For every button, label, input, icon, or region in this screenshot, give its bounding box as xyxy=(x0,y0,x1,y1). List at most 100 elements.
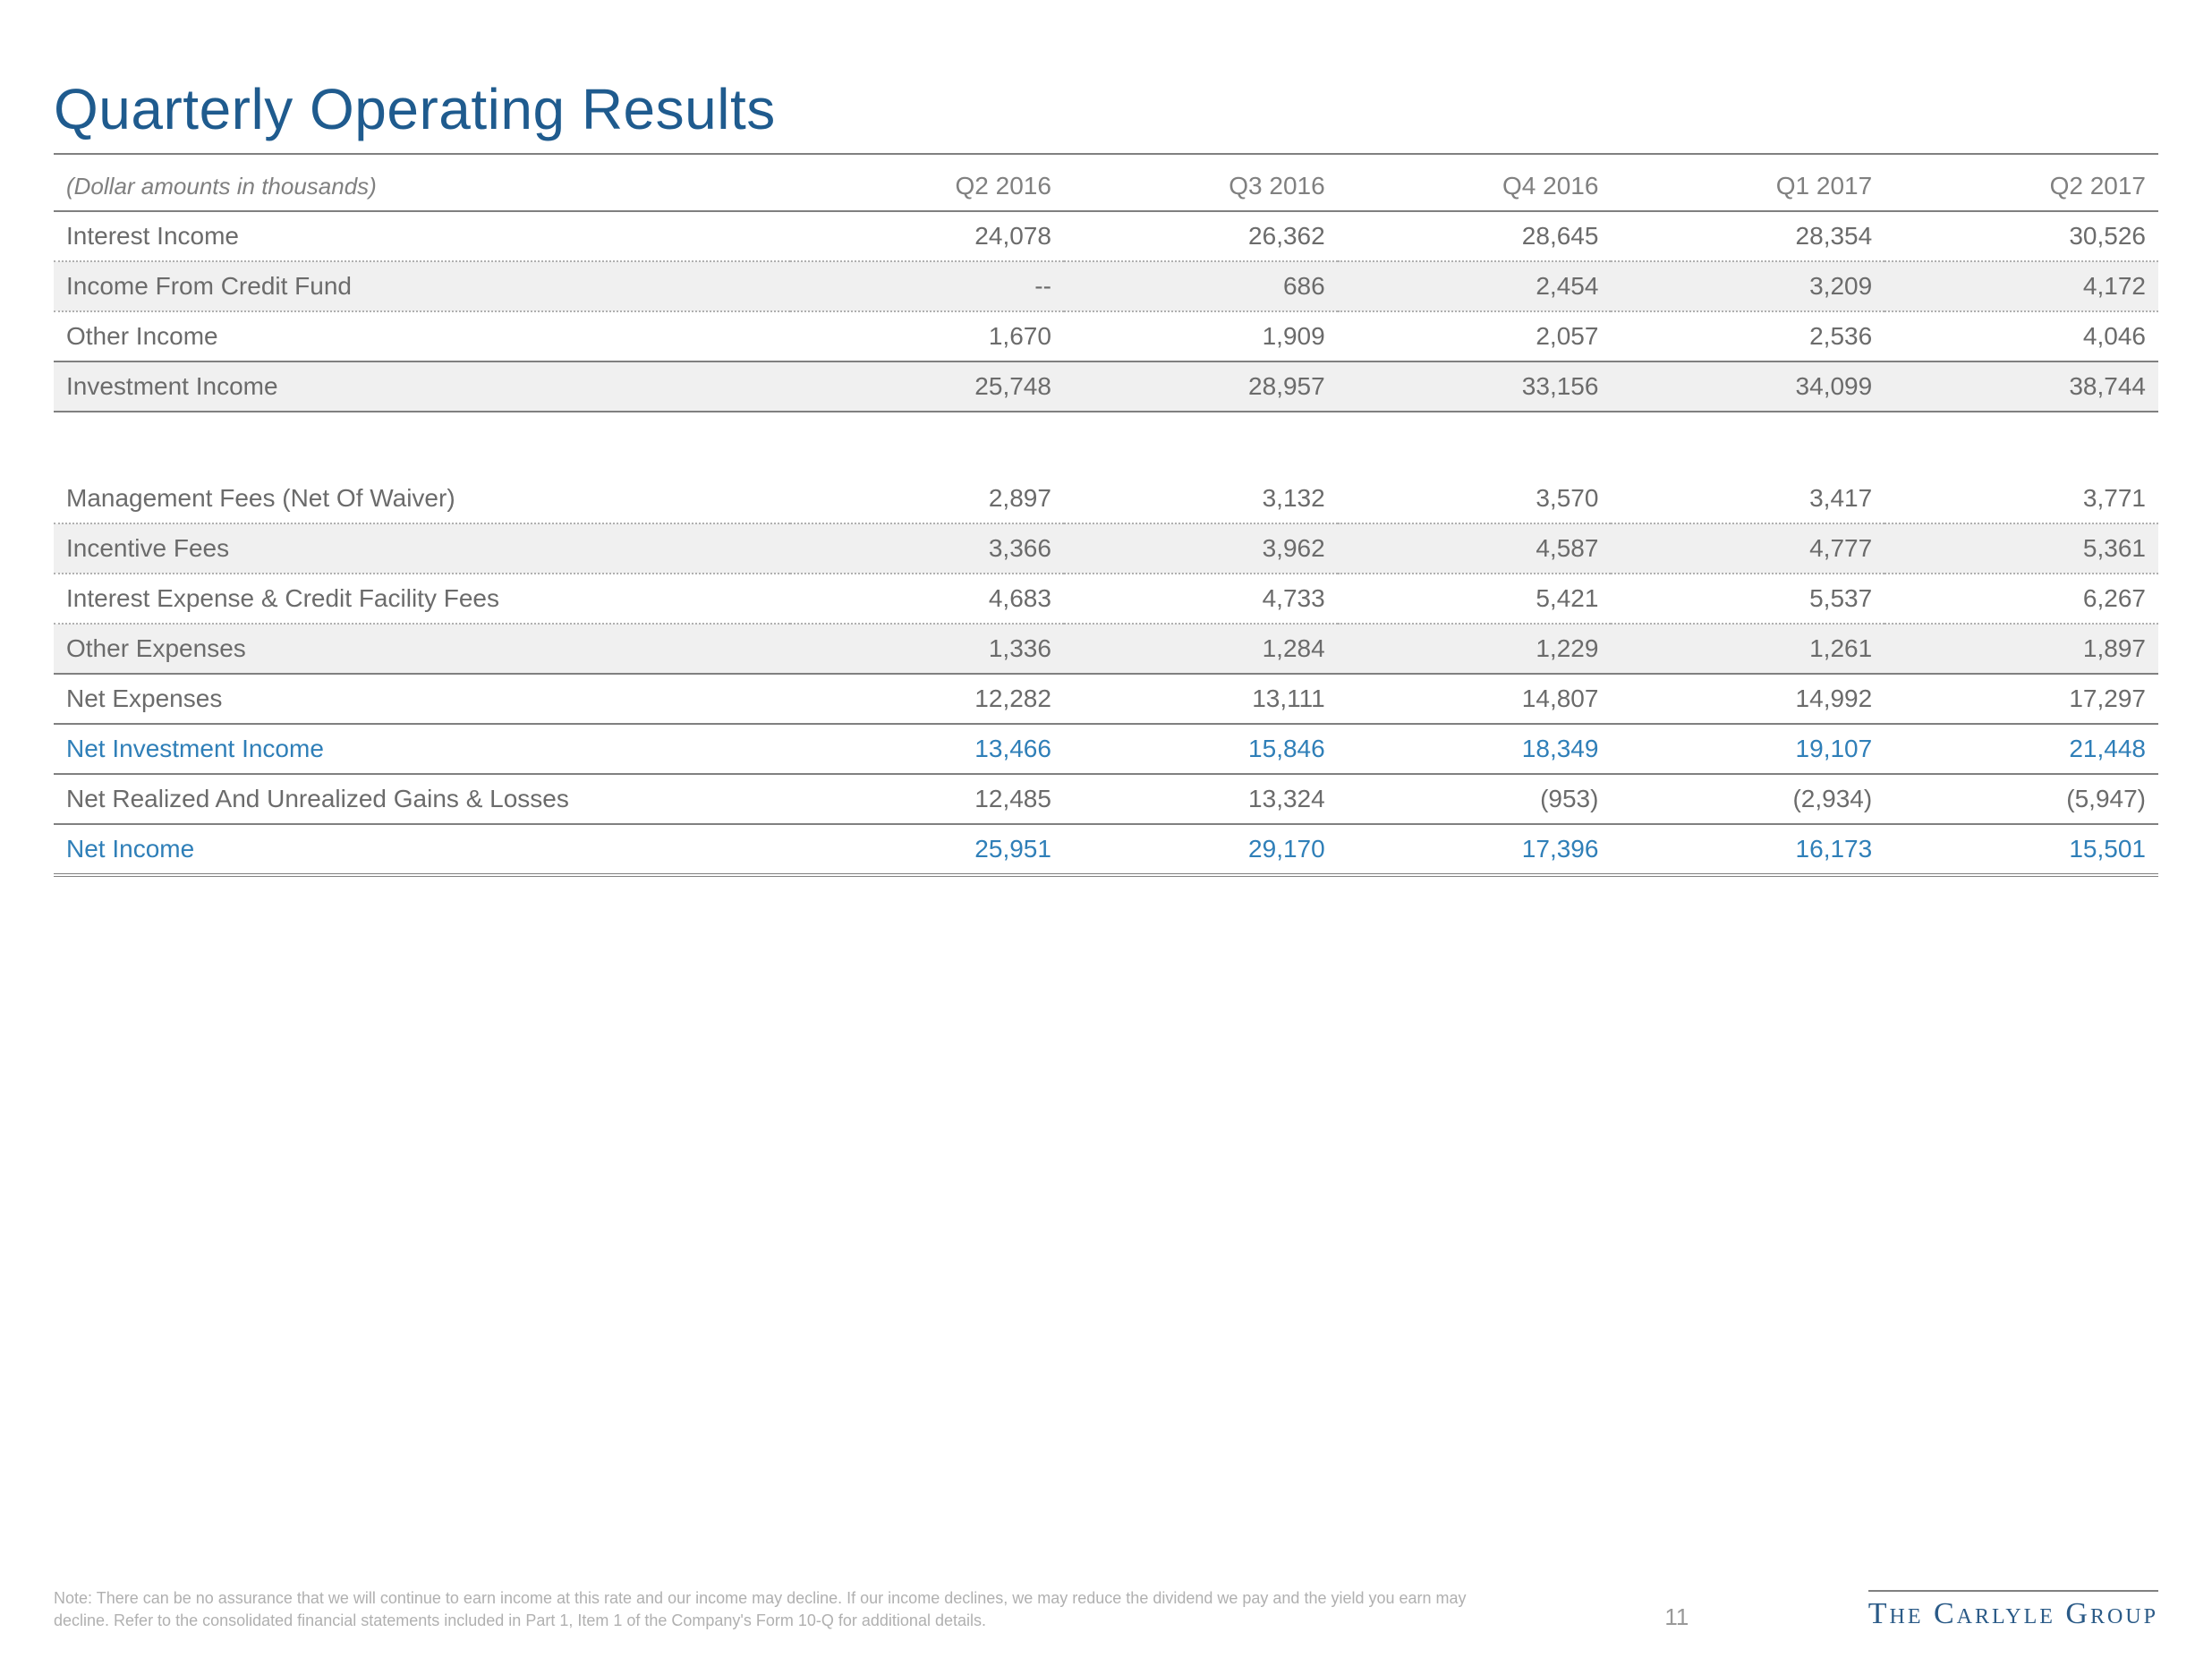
cell: 13,111 xyxy=(1064,674,1338,724)
cell: 2,057 xyxy=(1338,311,1612,361)
cell: 3,209 xyxy=(1611,261,1884,311)
col-q3-2016: Q3 2016 xyxy=(1064,162,1338,211)
brand-logo: The Carlyle Group xyxy=(1868,1590,2158,1631)
cell: 1,261 xyxy=(1611,624,1884,674)
cell: 5,537 xyxy=(1611,574,1884,624)
cell: 19,107 xyxy=(1611,724,1884,774)
footer: Note: There can be no assurance that we … xyxy=(54,1587,2158,1631)
cell: (5,947) xyxy=(1884,774,2158,824)
col-q2-2016: Q2 2016 xyxy=(790,162,1064,211)
cell: 26,362 xyxy=(1064,211,1338,261)
table-row: Interest Expense & Credit Facility Fees4… xyxy=(54,574,2158,624)
cell: 25,951 xyxy=(790,824,1064,875)
page-number: 11 xyxy=(1664,1603,1689,1631)
cell: 3,570 xyxy=(1338,474,1612,523)
row-label: Other Income xyxy=(54,311,790,361)
cell: 13,324 xyxy=(1064,774,1338,824)
cell: 1,336 xyxy=(790,624,1064,674)
cell: 2,454 xyxy=(1338,261,1612,311)
cell: 15,501 xyxy=(1884,824,2158,875)
cell: (2,934) xyxy=(1611,774,1884,824)
cell: 29,170 xyxy=(1064,824,1338,875)
cell: 13,466 xyxy=(790,724,1064,774)
cell: 28,645 xyxy=(1338,211,1612,261)
col-q4-2016: Q4 2016 xyxy=(1338,162,1612,211)
cell: 1,897 xyxy=(1884,624,2158,674)
cell: 1,909 xyxy=(1064,311,1338,361)
row-label: Investment Income xyxy=(54,361,790,412)
cell: 3,962 xyxy=(1064,523,1338,574)
table-row: Net Investment Income13,46615,84618,3491… xyxy=(54,724,2158,774)
cell: 18,349 xyxy=(1338,724,1612,774)
row-label: Interest Expense & Credit Facility Fees xyxy=(54,574,790,624)
row-label: Net Realized And Unrealized Gains & Loss… xyxy=(54,774,790,824)
cell: 5,361 xyxy=(1884,523,2158,574)
cell xyxy=(790,412,1064,474)
row-label: Net Expenses xyxy=(54,674,790,724)
cell: 24,078 xyxy=(790,211,1064,261)
title-rule xyxy=(54,153,2158,155)
table-row: Interest Income24,07826,36228,64528,3543… xyxy=(54,211,2158,261)
results-table: (Dollar amounts in thousands) Q2 2016 Q3… xyxy=(54,162,2158,877)
header-label: (Dollar amounts in thousands) xyxy=(54,162,790,211)
cell: -- xyxy=(790,261,1064,311)
cell: 3,132 xyxy=(1064,474,1338,523)
cell: 6,267 xyxy=(1884,574,2158,624)
row-label: Income From Credit Fund xyxy=(54,261,790,311)
cell: 4,777 xyxy=(1611,523,1884,574)
cell: 5,421 xyxy=(1338,574,1612,624)
cell: 1,670 xyxy=(790,311,1064,361)
cell: 3,366 xyxy=(790,523,1064,574)
cell xyxy=(1884,412,2158,474)
cell: 17,297 xyxy=(1884,674,2158,724)
col-q1-2017: Q1 2017 xyxy=(1611,162,1884,211)
row-label: Net Investment Income xyxy=(54,724,790,774)
table-row: Net Realized And Unrealized Gains & Loss… xyxy=(54,774,2158,824)
cell: 4,733 xyxy=(1064,574,1338,624)
cell: 14,807 xyxy=(1338,674,1612,724)
cell: 12,282 xyxy=(790,674,1064,724)
row-label xyxy=(54,412,790,474)
cell: 4,172 xyxy=(1884,261,2158,311)
cell: (953) xyxy=(1338,774,1612,824)
cell xyxy=(1611,412,1884,474)
cell: 21,448 xyxy=(1884,724,2158,774)
table-row: Net Income25,95129,17017,39616,17315,501 xyxy=(54,824,2158,875)
cell: 12,485 xyxy=(790,774,1064,824)
cell: 28,957 xyxy=(1064,361,1338,412)
cell: 2,897 xyxy=(790,474,1064,523)
cell: 28,354 xyxy=(1611,211,1884,261)
cell: 38,744 xyxy=(1884,361,2158,412)
col-q2-2017: Q2 2017 xyxy=(1884,162,2158,211)
table-body: Interest Income24,07826,36228,64528,3543… xyxy=(54,211,2158,875)
cell: 3,771 xyxy=(1884,474,2158,523)
cell xyxy=(1064,412,1338,474)
table-row: Incentive Fees3,3663,9624,5874,7775,361 xyxy=(54,523,2158,574)
cell: 34,099 xyxy=(1611,361,1884,412)
cell: 33,156 xyxy=(1338,361,1612,412)
table-header-row: (Dollar amounts in thousands) Q2 2016 Q3… xyxy=(54,162,2158,211)
row-label: Management Fees (Net Of Waiver) xyxy=(54,474,790,523)
cell: 1,284 xyxy=(1064,624,1338,674)
row-label: Interest Income xyxy=(54,211,790,261)
cell: 25,748 xyxy=(790,361,1064,412)
table-row: Income From Credit Fund--6862,4543,2094,… xyxy=(54,261,2158,311)
cell: 30,526 xyxy=(1884,211,2158,261)
row-label: Net Income xyxy=(54,824,790,875)
footnote: Note: There can be no assurance that we … xyxy=(54,1587,1485,1631)
row-label: Other Expenses xyxy=(54,624,790,674)
page-title: Quarterly Operating Results xyxy=(54,76,2158,142)
cell: 1,229 xyxy=(1338,624,1612,674)
cell: 3,417 xyxy=(1611,474,1884,523)
cell: 17,396 xyxy=(1338,824,1612,875)
table-row: Net Expenses12,28213,11114,80714,99217,2… xyxy=(54,674,2158,724)
cell: 4,587 xyxy=(1338,523,1612,574)
table-row xyxy=(54,412,2158,474)
table-row: Other Expenses1,3361,2841,2291,2611,897 xyxy=(54,624,2158,674)
row-label: Incentive Fees xyxy=(54,523,790,574)
cell: 4,683 xyxy=(790,574,1064,624)
cell: 15,846 xyxy=(1064,724,1338,774)
table-row: Management Fees (Net Of Waiver)2,8973,13… xyxy=(54,474,2158,523)
cell: 686 xyxy=(1064,261,1338,311)
cell xyxy=(1338,412,1612,474)
